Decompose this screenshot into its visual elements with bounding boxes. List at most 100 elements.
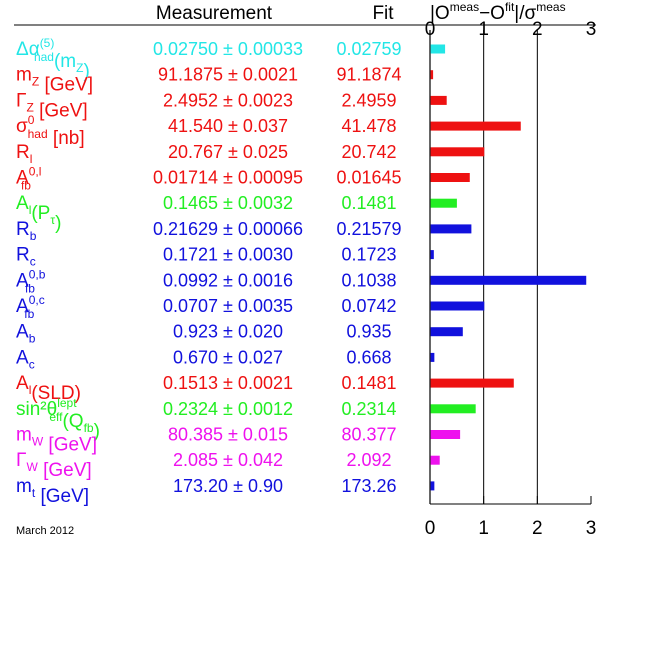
measurement-value: 2.085 ± 0.042 <box>173 450 283 470</box>
parameter-name: ΓZ [GeV] <box>16 90 88 121</box>
pull-header-text: |O <box>430 3 450 24</box>
pull-bar <box>430 481 435 491</box>
parameter-row: Rl 20.767 ± 0.025 20.742 <box>16 142 485 166</box>
pull-bar <box>430 378 514 388</box>
parameter-row: Δα(5) had(mZ) 0.02750 ± 0.00033 0.02759 <box>16 36 446 82</box>
fit-value: 0.668 <box>346 347 391 367</box>
pull-bar <box>430 224 472 234</box>
fit-value: 0.2314 <box>341 399 396 419</box>
pull-header-sup: meas <box>450 0 479 14</box>
fit-value: 0.1723 <box>341 245 396 265</box>
parameter-row: Ac 0.670 ± 0.027 0.668 <box>16 347 435 371</box>
fit-value: 0.1038 <box>341 270 396 290</box>
measurement-value: 91.1875 ± 0.0021 <box>158 65 298 85</box>
parameter-row: Al(SLD) 0.1513 ± 0.0021 0.1481 <box>16 373 514 404</box>
parameter-name: Al(SLD) <box>16 373 81 404</box>
pull-bar <box>430 44 446 54</box>
fit-value: 0.0742 <box>341 296 396 316</box>
fit-value: 0.935 <box>346 322 391 342</box>
parameter-name: mW [GeV] <box>16 425 97 456</box>
top-tick-label: 3 <box>586 19 597 40</box>
pull-header-text: −O <box>479 3 505 24</box>
parameter-name: σ0 had [nb] <box>16 113 85 149</box>
measurement-value: 80.385 ± 0.015 <box>168 425 288 445</box>
parameter-name: Rb <box>16 219 37 243</box>
fit-value: 173.26 <box>341 476 396 496</box>
parameter-row: Rb 0.21629 ± 0.00066 0.21579 <box>16 219 472 243</box>
measurement-value: 0.2324 ± 0.0012 <box>163 399 293 419</box>
pull-bar <box>430 352 435 362</box>
pull-bar <box>430 70 434 80</box>
pull-bar <box>430 198 457 208</box>
parameter-name: Ac <box>16 347 35 371</box>
measurement-value: 0.0992 ± 0.0016 <box>163 270 293 290</box>
parameter-name: Δα(5) had(mZ) <box>16 36 90 82</box>
pull-bar <box>430 275 587 285</box>
fit-value: 0.1481 <box>341 193 396 213</box>
pull-header-text: |/σ <box>514 3 536 24</box>
fit-value: 91.1874 <box>336 65 401 85</box>
measurement-value: 173.20 ± 0.90 <box>173 476 283 496</box>
pull-bar <box>430 404 476 414</box>
parameter-name: Al(Pτ) <box>16 193 61 234</box>
bottom-tick-label: 0 <box>425 518 436 539</box>
pull-plot-area: 0 0 1 1 2 2 3 3 <box>425 19 597 539</box>
measurement-value: 0.01714 ± 0.00095 <box>153 168 303 188</box>
measurement-value: 2.4952 ± 0.0023 <box>163 90 293 110</box>
parameter-name: Rc <box>16 245 36 269</box>
pull-bar <box>430 455 440 465</box>
pull-column-header: |Omeas−Ofit|/σmeas <box>430 0 566 24</box>
pull-bar <box>430 147 485 157</box>
parameter-row: A0,l fb 0.01714 ± 0.00095 0.01645 <box>16 165 470 193</box>
pull-bar <box>430 250 434 260</box>
measurement-column-header: Measurement <box>156 3 273 24</box>
parameter-rows: Δα(5) had(mZ) 0.02750 ± 0.00033 0.02759 mZ [… <box>16 36 587 507</box>
fit-column-header: Fit <box>372 3 394 24</box>
parameter-name: A0,b fb <box>16 267 46 295</box>
fit-value: 80.377 <box>341 425 396 445</box>
fit-value: 0.1481 <box>341 373 396 393</box>
bottom-tick-label: 3 <box>586 518 597 539</box>
pull-bar <box>430 95 447 105</box>
parameter-name: Ab <box>16 322 36 346</box>
parameter-row: mt [GeV] 173.20 ± 0.90 173.26 <box>16 476 435 507</box>
measurement-value: 0.02750 ± 0.00033 <box>153 39 303 59</box>
parameter-row: mW [GeV] 80.385 ± 0.015 80.377 <box>16 425 461 456</box>
top-tick-label: 2 <box>532 19 543 40</box>
parameter-row: Rc 0.1721 ± 0.0030 0.1723 <box>16 245 434 269</box>
pull-header-sup: meas <box>536 0 565 14</box>
fit-value: 20.742 <box>341 142 396 162</box>
fit-value: 2.092 <box>346 450 391 470</box>
parameter-row: ΓZ [GeV] 2.4952 ± 0.0023 2.4959 <box>16 90 447 121</box>
measurement-value: 0.923 ± 0.020 <box>173 322 283 342</box>
measurement-value: 0.21629 ± 0.00066 <box>153 219 303 239</box>
parameter-row: Al(Pτ) 0.1465 ± 0.0032 0.1481 <box>16 193 457 234</box>
parameter-row: A0,c fb 0.0707 ± 0.0035 0.0742 <box>16 293 485 321</box>
parameter-name: ΓW [GeV] <box>16 450 92 481</box>
measurement-value: 0.0707 ± 0.0035 <box>163 296 293 316</box>
parameter-row: ΓW [GeV] 2.085 ± 0.042 2.092 <box>16 450 440 481</box>
measurement-value: 0.1513 ± 0.0021 <box>163 373 293 393</box>
pull-bar <box>430 430 461 439</box>
parameter-name: mt [GeV] <box>16 476 89 507</box>
measurement-value: 0.670 ± 0.027 <box>173 347 283 367</box>
measurement-value: 0.1721 ± 0.0030 <box>163 245 293 265</box>
bottom-tick-label: 1 <box>478 518 489 539</box>
top-tick-label: 0 <box>425 19 436 40</box>
parameter-name: mZ [GeV] <box>16 65 93 96</box>
measurement-value: 20.767 ± 0.025 <box>168 142 288 162</box>
pull-bar <box>430 301 485 311</box>
fit-value: 0.21579 <box>336 219 401 239</box>
parameter-row: sin²θlept eff(Qfb) 0.2324 ± 0.0012 0.2314 <box>16 396 476 442</box>
fit-value: 0.02759 <box>336 39 401 59</box>
parameter-name: sin²θlept eff(Qfb) <box>16 396 100 442</box>
parameter-name: A0,c fb <box>16 293 45 321</box>
parameter-name: A0,l fb <box>16 165 41 193</box>
pull-header-sup: fit <box>505 0 515 14</box>
measurement-value: 0.1465 ± 0.0032 <box>163 193 293 213</box>
fit-value: 2.4959 <box>341 90 396 110</box>
parameter-name: Rl <box>16 142 32 166</box>
pull-bar <box>430 327 463 337</box>
pull-bar <box>430 173 470 182</box>
